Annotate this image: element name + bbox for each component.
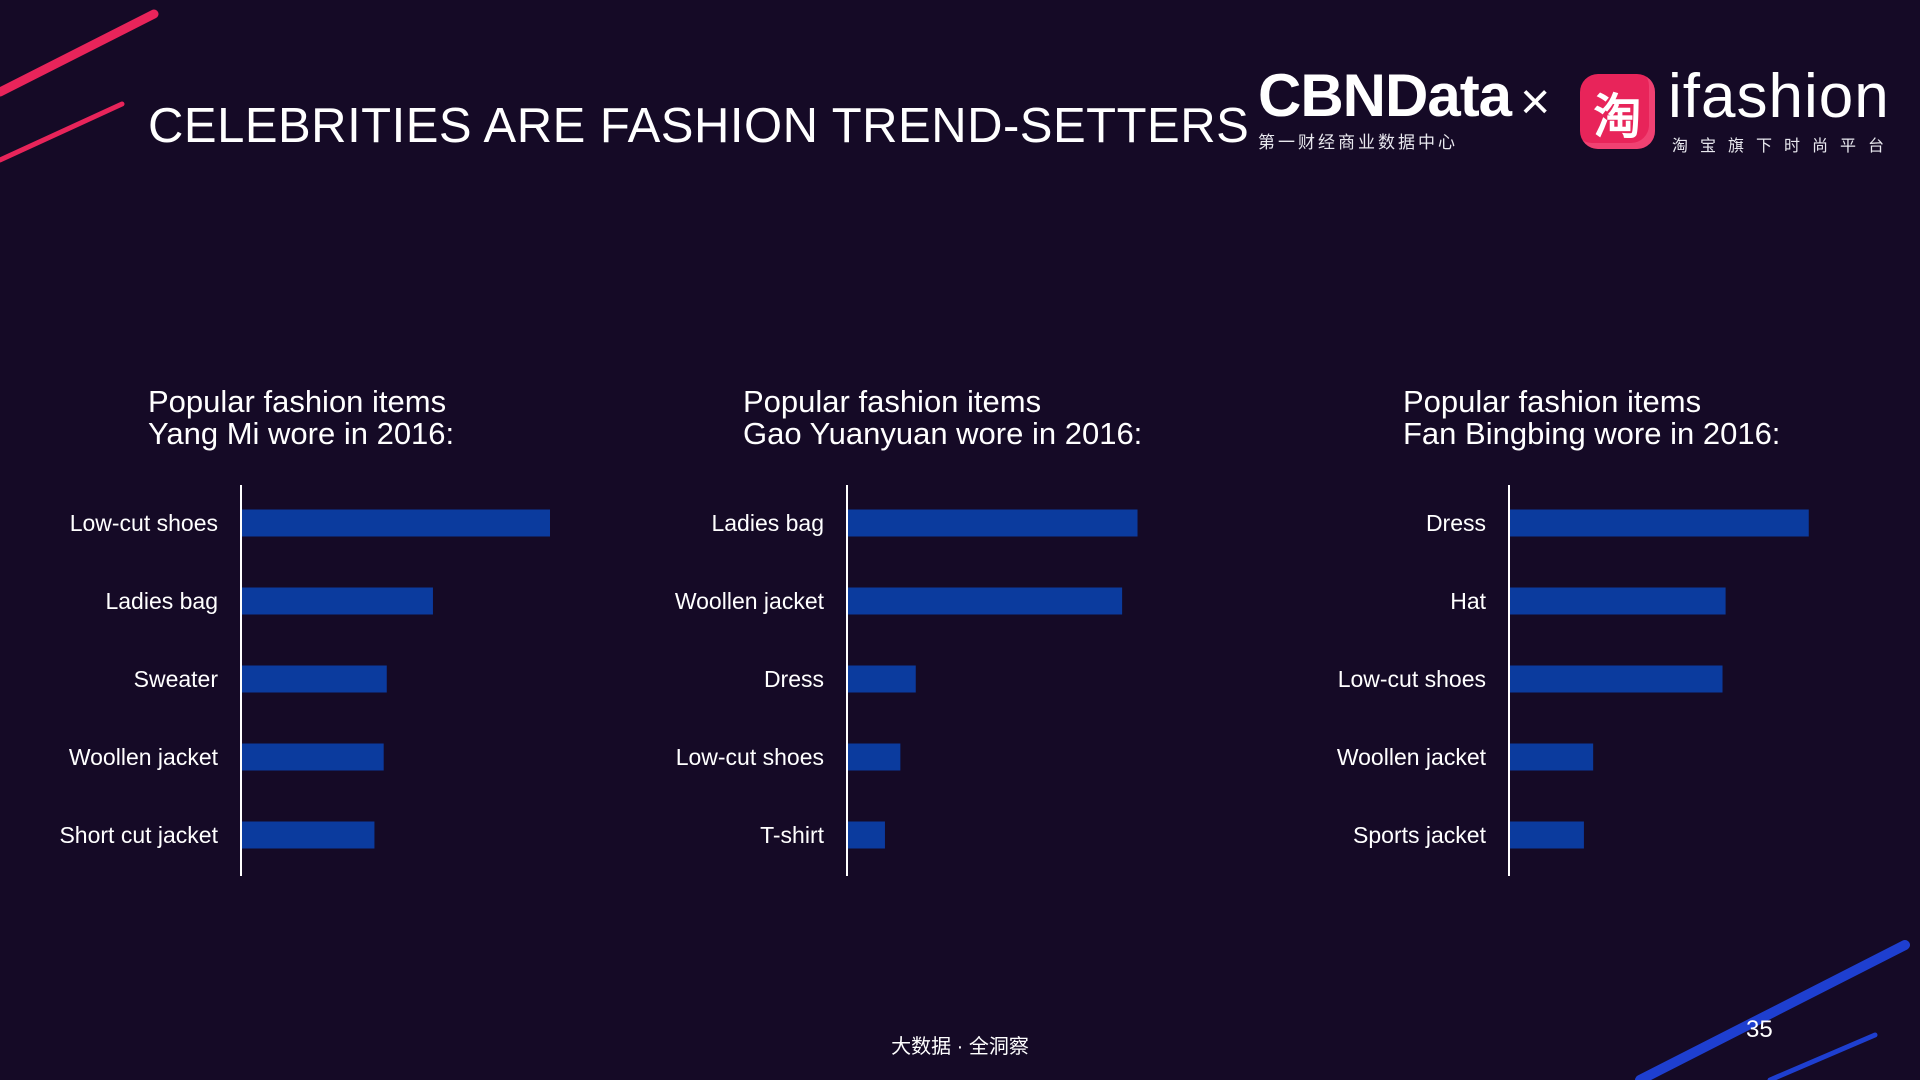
red-streak-top xyxy=(0,9,159,97)
chart-3-bar-2 xyxy=(1510,587,1726,615)
chart-3-category-label-3: Low-cut shoes xyxy=(1338,666,1486,692)
chart-3-category-label-5: Sports jacket xyxy=(1353,822,1487,848)
chart-3-title-line-2: Fan Bingbing wore in 2016: xyxy=(1403,416,1781,451)
chart-2-bar-2 xyxy=(848,587,1123,615)
chart-2-category-label-3: Dress xyxy=(764,666,824,692)
chart-1-bar-2 xyxy=(242,587,433,615)
chart-3-category-label-1: Dress xyxy=(1426,510,1486,536)
ifashion-logo: ifashion 淘宝旗下时尚平台 xyxy=(1668,64,1896,156)
chart-3-bar-1 xyxy=(1510,509,1809,537)
chart-3-title: Popular fashion items Fan Bingbing wore … xyxy=(1403,386,1780,450)
page-number: 35 xyxy=(1746,1016,1773,1043)
blue-streak-top xyxy=(1635,940,1910,1080)
chart-1-category-label-5: Short cut jacket xyxy=(59,822,218,848)
chart-2-category-label-2: Woollen jacket xyxy=(675,588,825,614)
chart-3-title-line-1: Popular fashion items xyxy=(1403,384,1702,419)
chart-1-category-label-4: Woollen jacket xyxy=(69,744,219,770)
chart-2-category-label-5: T-shirt xyxy=(760,822,825,848)
red-streak-lower xyxy=(0,101,125,163)
chart-3-bar-5 xyxy=(1510,821,1584,849)
chart-3-category-label-4: Woollen jacket xyxy=(1337,744,1487,770)
slide-title: CELEBRITIES ARE FASHION TREND-SETTERS xyxy=(148,99,1250,153)
chart-2-bar-3 xyxy=(848,665,916,693)
chart-1-title-line-1: Popular fashion items xyxy=(148,384,447,419)
chart-2: Ladies bag Woollen jacket Dress Low-cut sho… xyxy=(675,485,1138,876)
ifashion-subtitle: 淘宝旗下时尚平台 xyxy=(1672,138,1897,155)
taobao-icon: 淘 xyxy=(1580,74,1655,149)
chart-2-category-label-4: Low-cut shoes xyxy=(676,744,824,770)
chart-1: Low-cut shoes Ladies bag Sweater Woollen ja… xyxy=(59,485,550,876)
blue-streak-lower xyxy=(1767,1032,1878,1080)
chart-1-title-line-2: Yang Mi wore in 2016: xyxy=(148,416,455,451)
chart-1-bar-3 xyxy=(242,665,387,693)
chart-2-bar-1 xyxy=(848,509,1138,537)
chart-1-title: Popular fashion items Yang Mi wore in 20… xyxy=(148,386,454,450)
footer-tagline: 大数据 · 全洞察 xyxy=(891,1036,1029,1058)
chart-2-title: Popular fashion items Gao Yuanyuan wore … xyxy=(743,386,1142,450)
chart-1-category-label-1: Low-cut shoes xyxy=(70,510,218,536)
chart-2-bar-5 xyxy=(848,821,885,849)
collaboration-times-sign: × xyxy=(1520,73,1551,131)
chart-2-category-label-1: Ladies bag xyxy=(711,510,824,536)
chart-2-bar-4 xyxy=(848,743,901,771)
chart-2-title-line-1: Popular fashion items xyxy=(743,384,1042,419)
chart-2-title-line-2: Gao Yuanyuan wore in 2016: xyxy=(743,416,1143,451)
cbndata-wordmark: CBNData xyxy=(1258,62,1512,129)
chart-3-bar-3 xyxy=(1510,665,1723,693)
chart-3-category-label-2: Hat xyxy=(1450,588,1486,614)
cbndata-subtitle: 第一财经商业数据中心 xyxy=(1258,133,1458,152)
chart-3-bar-4 xyxy=(1510,743,1594,771)
chart-1-category-label-2: Ladies bag xyxy=(105,588,218,614)
chart-3: Dress Hat Low-cut shoes Woollen jacket Sport… xyxy=(1337,485,1809,876)
chart-1-bar-5 xyxy=(242,821,375,849)
ifashion-wordmark: ifashion xyxy=(1668,62,1890,131)
chart-1-bar-1 xyxy=(242,509,550,537)
chart-1-category-label-3: Sweater xyxy=(134,666,219,692)
chart-1-bar-4 xyxy=(242,743,384,771)
cbndata-logo: CBNData 第一财经商业数据中心 xyxy=(1258,62,1512,153)
